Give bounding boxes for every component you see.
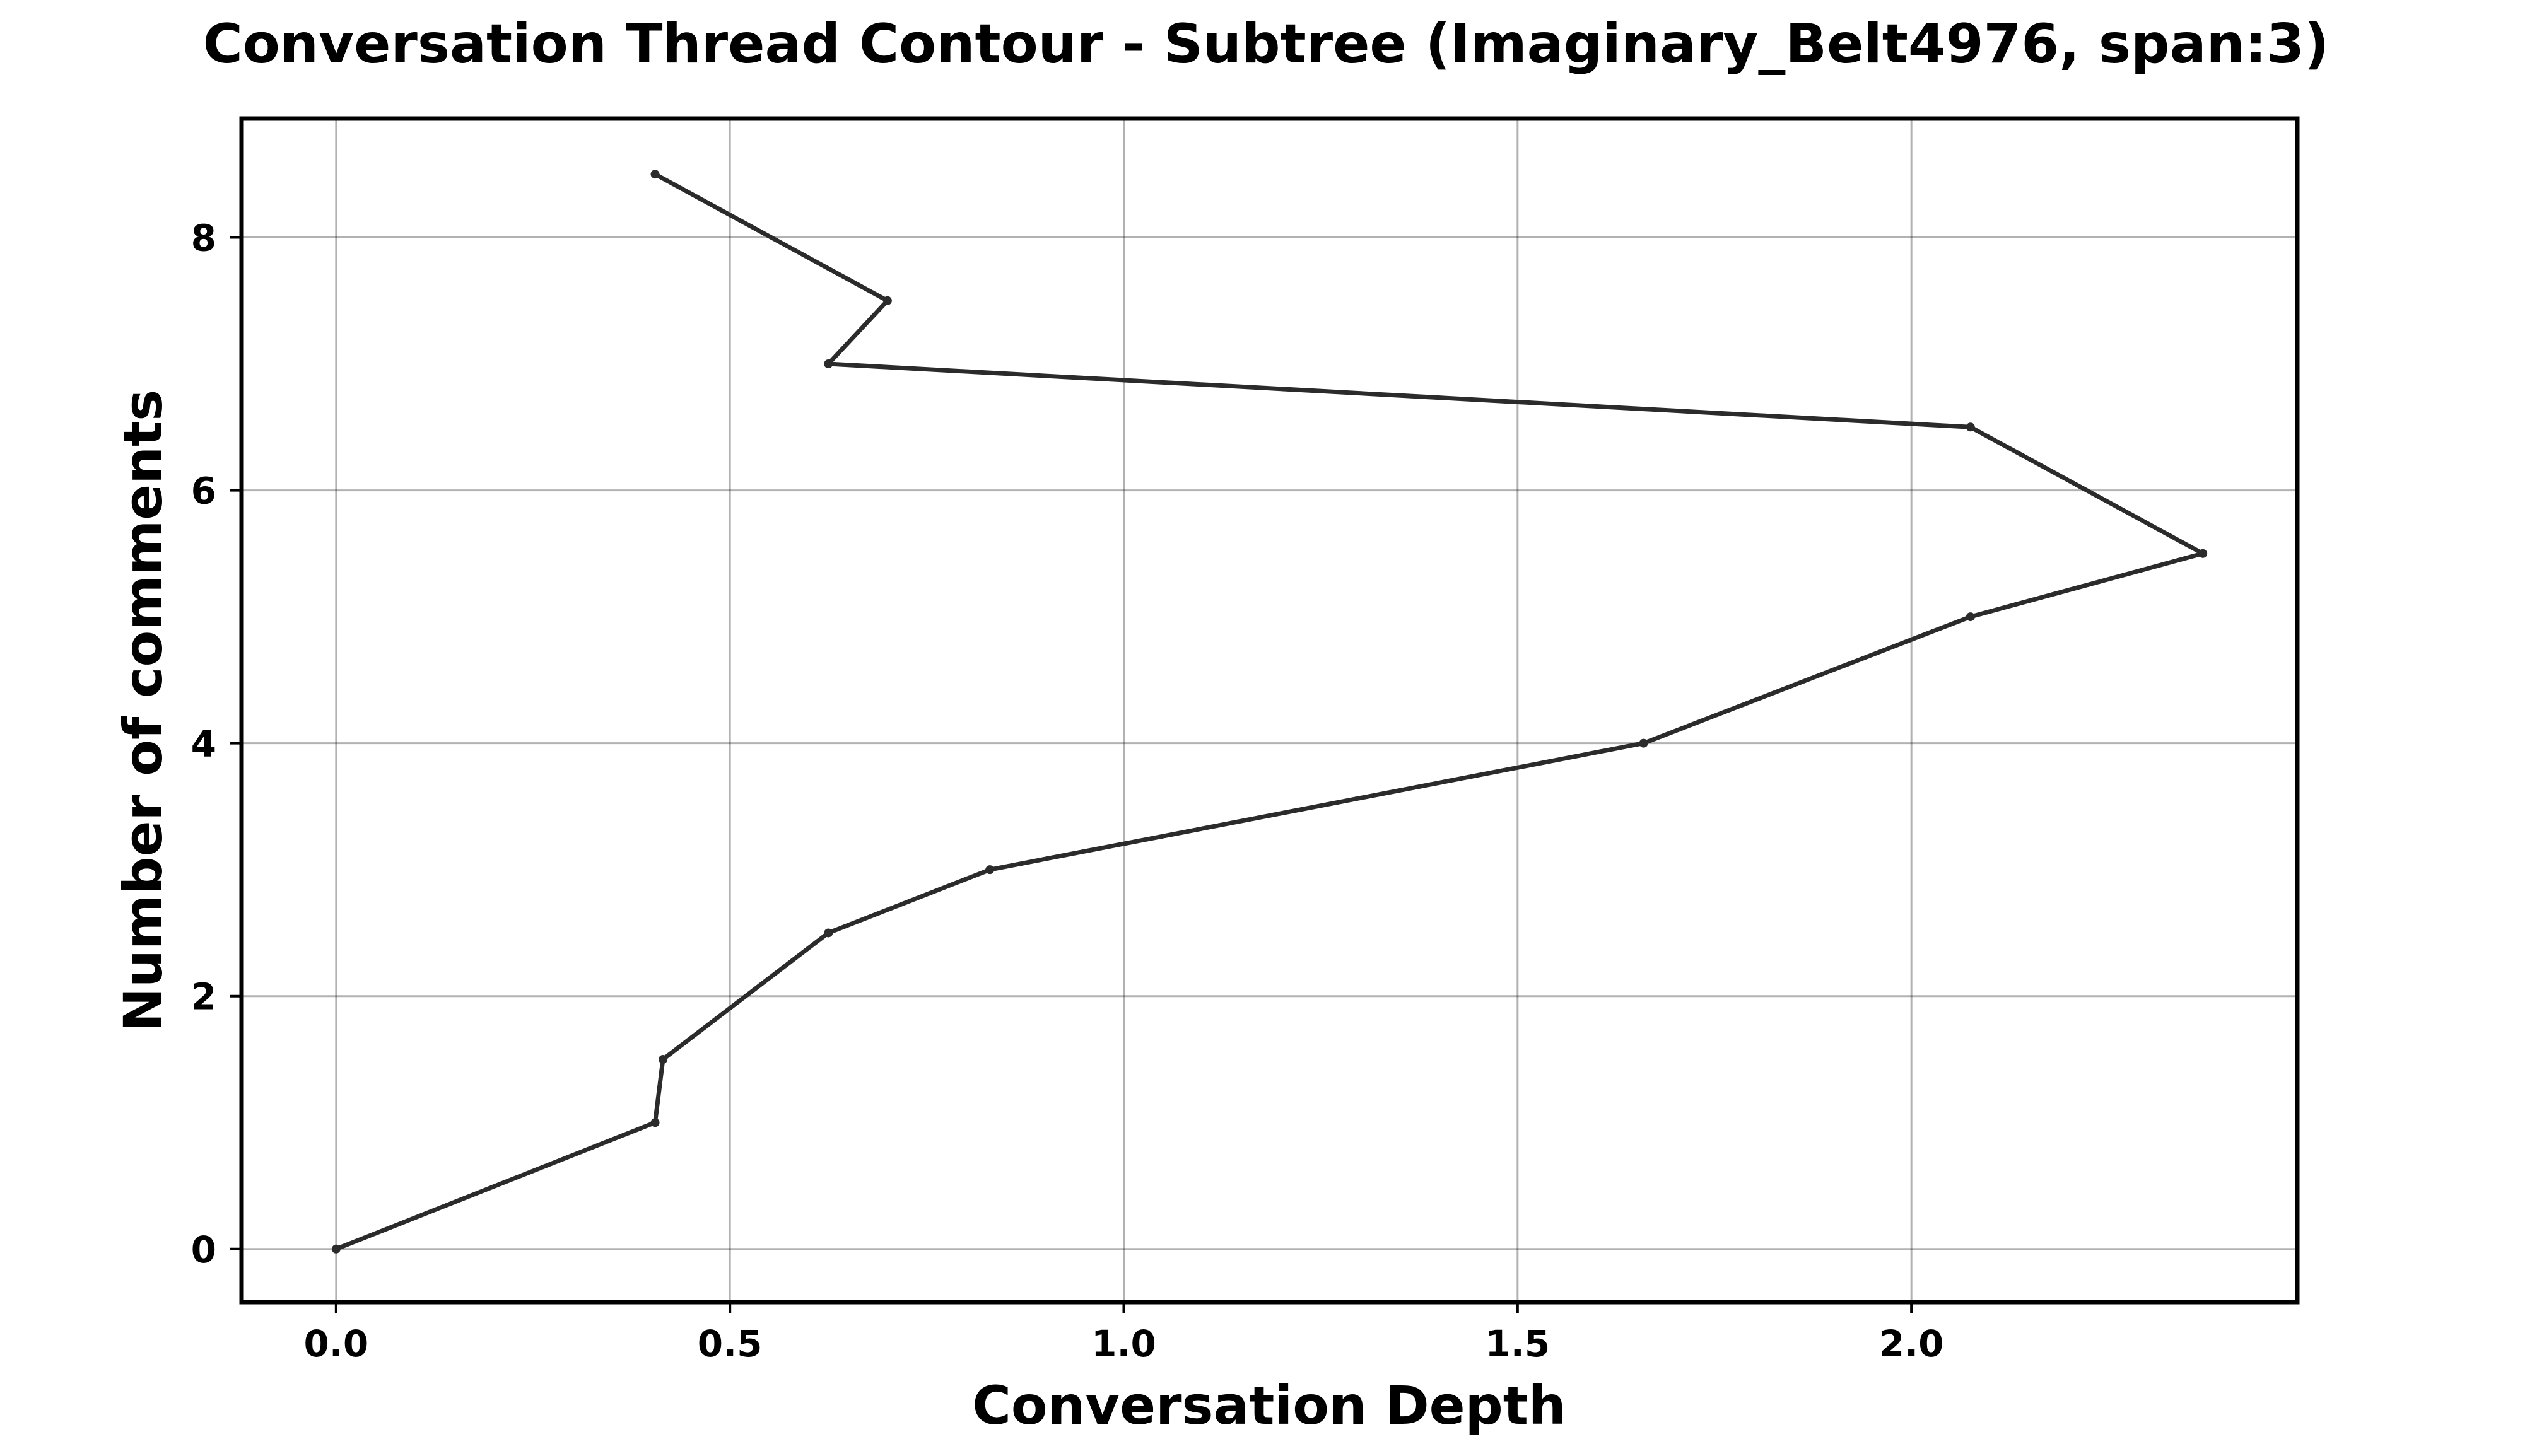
x-tick-label: 2.0 bbox=[1879, 1322, 1944, 1365]
data-point bbox=[985, 865, 995, 875]
data-point bbox=[824, 928, 833, 938]
y-tick-label: 4 bbox=[191, 723, 216, 766]
y-tick-label: 6 bbox=[191, 470, 216, 513]
plot-area-frame bbox=[239, 116, 2300, 1305]
data-point bbox=[1639, 738, 1648, 748]
data-point bbox=[882, 296, 892, 305]
data-point bbox=[650, 170, 660, 179]
data-point bbox=[331, 1244, 341, 1254]
data-point bbox=[650, 1118, 660, 1127]
x-axis-label: Conversation Depth bbox=[972, 1375, 1566, 1436]
x-tick-label: 1.5 bbox=[1485, 1322, 1550, 1365]
x-tick-label: 1.0 bbox=[1091, 1322, 1156, 1365]
data-point bbox=[659, 1054, 668, 1064]
data-point bbox=[2198, 549, 2208, 558]
series-line bbox=[334, 172, 2205, 1252]
y-tick-label: 2 bbox=[191, 976, 216, 1018]
y-tick-label: 8 bbox=[191, 217, 216, 260]
data-point bbox=[824, 359, 833, 369]
data-point bbox=[1966, 612, 1975, 622]
grid-layer bbox=[242, 119, 2297, 1302]
tick-layer: 0.0 0.5 1.0 1.5 2.0 0 2 4 6 8 bbox=[191, 217, 1944, 1365]
chart-title: Conversation Thread Contour - Subtree (I… bbox=[203, 13, 2330, 76]
series-layer bbox=[331, 170, 2208, 1254]
x-tick-label: 0.5 bbox=[698, 1322, 763, 1365]
x-tick-label: 0.0 bbox=[303, 1322, 368, 1365]
y-tick-label: 0 bbox=[191, 1228, 216, 1271]
y-axis-label: Number of comments bbox=[112, 390, 174, 1032]
data-point bbox=[1966, 422, 1975, 432]
